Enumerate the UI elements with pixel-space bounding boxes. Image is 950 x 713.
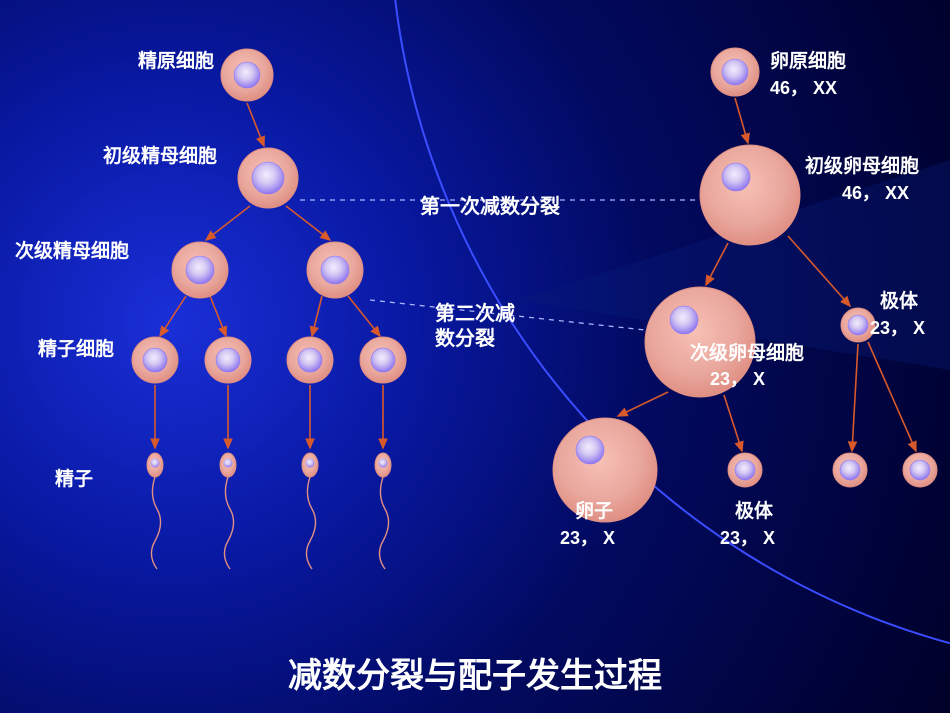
lineage-arrow — [160, 296, 186, 336]
label-l_lz1: 卵子 — [575, 500, 613, 524]
label-l_jt1: 极体 — [880, 290, 918, 314]
lineage-arrow — [618, 392, 668, 416]
sperm-sp2 — [220, 453, 236, 569]
label-l_ly1: 卵原细胞 — [770, 50, 846, 74]
label-l_jy: 精原细胞 — [138, 50, 214, 74]
lineage-arrow — [210, 296, 226, 336]
cell-c_m1 — [238, 148, 298, 208]
label-l_jzc: 精子细胞 — [38, 338, 114, 362]
lineage-arrow — [788, 236, 850, 306]
lineage-arrow — [286, 206, 330, 240]
lineage-arrow — [247, 103, 264, 146]
cell-c_m3b — [205, 337, 251, 383]
cell-c_m3a — [132, 337, 178, 383]
label-l_cjj: 初级精母细胞 — [103, 145, 217, 169]
label-l_cjl1: 初级卵母细胞 — [805, 155, 919, 179]
label-l_cjl2: 46， XX — [842, 182, 909, 205]
sperm-sp4 — [375, 453, 391, 569]
cell-c_f0 — [711, 48, 759, 96]
label-l_sjj: 次级精母细胞 — [15, 240, 129, 264]
lineage-arrow — [735, 98, 748, 143]
cell-c_m2b — [307, 242, 363, 298]
lineage-arrow — [706, 243, 728, 285]
lineage-arrow — [348, 296, 380, 336]
cell-c_m3c — [287, 337, 333, 383]
label-l_d1: 第一次减数分裂 — [420, 195, 560, 220]
cell-c_fp4 — [903, 453, 937, 487]
label-l_sjl1: 次级卵母细胞 — [690, 342, 804, 366]
lineage-arrow — [852, 344, 858, 451]
cell-c_fp2 — [728, 453, 762, 487]
sperm-sp1 — [147, 453, 163, 569]
sperm-sp3 — [302, 453, 318, 569]
label-l_sjl2: 23， X — [710, 368, 765, 391]
label-l_d2: 第二次减 数分裂 — [435, 302, 515, 352]
lineage-arrow — [868, 342, 916, 451]
label-l_jt1b: 23， X — [870, 317, 925, 340]
lineage-arrow — [206, 206, 250, 240]
cell-c_m3d — [360, 337, 406, 383]
cell-c_m0 — [221, 49, 273, 101]
diagram-stage: 精原细胞初级精母细胞次级精母细胞精子细胞精子 第一次减数分裂第二次减 数分裂 卵原细… — [0, 0, 950, 713]
label-l_jz: 精子 — [55, 468, 93, 492]
label-l_ly2: 46， XX — [770, 77, 837, 100]
cell-c_fp3 — [833, 453, 867, 487]
label-l_lz2: 23， X — [560, 527, 615, 550]
label-l_jt2: 极体 — [735, 500, 773, 524]
lineage-arrow — [724, 395, 742, 451]
cell-c_m2a — [172, 242, 228, 298]
lineage-arrow — [312, 296, 322, 336]
cell-c_f1 — [700, 145, 800, 245]
label-l_jt2b: 23， X — [720, 527, 775, 550]
diagram-title: 减数分裂与配子发生过程 — [0, 648, 950, 697]
